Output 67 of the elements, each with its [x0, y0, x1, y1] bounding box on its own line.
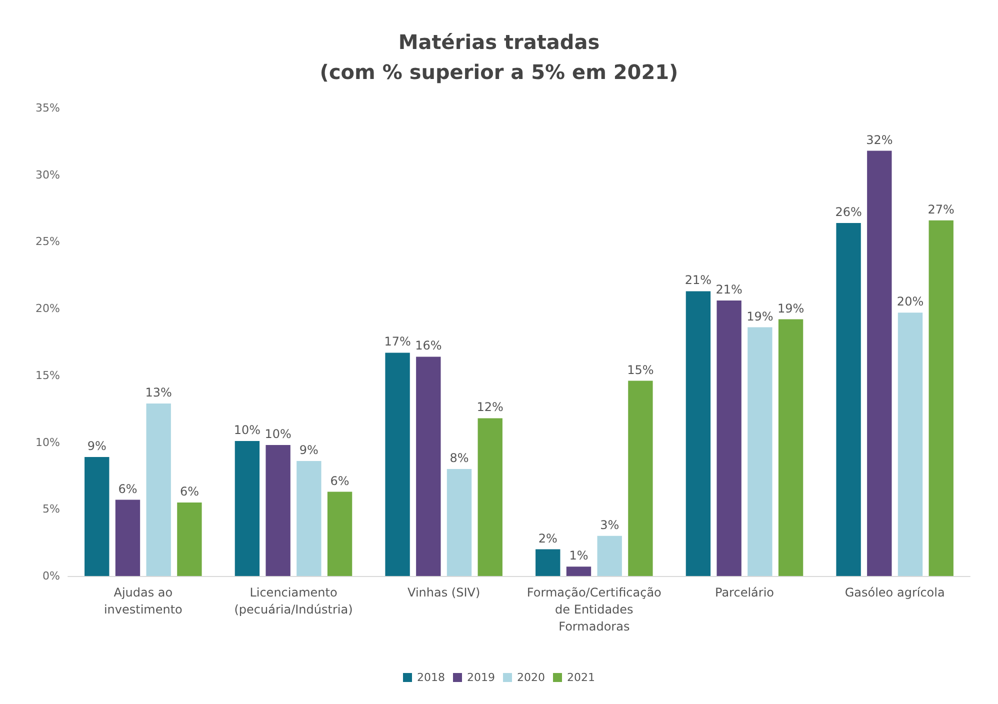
data-label: 26%	[835, 204, 862, 219]
y-tick-label: 5%	[42, 502, 60, 516]
legend-label: 2020	[517, 671, 545, 684]
bar	[628, 380, 653, 576]
data-label: 6%	[330, 474, 350, 488]
bar	[327, 492, 352, 576]
data-label: 1%	[569, 548, 588, 563]
bar	[296, 461, 322, 576]
data-label: 21%	[716, 282, 742, 297]
y-tick-label: 20%	[36, 302, 60, 316]
bar	[898, 312, 923, 576]
data-label: 3%	[600, 518, 620, 532]
data-label: 8%	[450, 451, 469, 466]
x-tick-label: Formação/Certificação de Entidades Formadoras	[526, 586, 662, 634]
data-label: 17%	[384, 334, 411, 349]
data-label: 12%	[476, 400, 504, 414]
data-label: 13%	[145, 386, 172, 400]
bar	[778, 319, 804, 576]
data-label: 15%	[627, 362, 654, 377]
y-tick-label: 0%	[42, 570, 60, 582]
chart-title: Matérias tratadas (com % superior a 5% em 2021)	[320, 30, 678, 84]
y-tick-label: 30%	[36, 168, 60, 182]
bar	[416, 356, 441, 576]
data-label: 9%	[299, 443, 318, 458]
data-label: 10%	[264, 426, 292, 441]
bar	[84, 456, 110, 576]
bar	[146, 404, 171, 576]
data-label: 19%	[777, 301, 804, 316]
legend-label: 2019	[467, 671, 496, 684]
bar	[115, 500, 140, 576]
bar	[928, 220, 954, 576]
x-tick-label: Gasóleo agrícola	[844, 586, 945, 600]
x-tick-label: Ajudas ao investimento	[104, 586, 182, 616]
bar	[748, 327, 772, 576]
data-label: 21%	[684, 273, 712, 288]
x-tick-label: Licenciamento (pecuária/Indústria)	[234, 586, 353, 616]
bar	[867, 150, 892, 576]
data-label: 27%	[928, 202, 954, 216]
legend-label: 2018	[417, 671, 446, 684]
data-label: 6%	[180, 484, 199, 498]
bar	[597, 536, 622, 576]
y-tick-label: 35%	[36, 102, 60, 114]
legend-label: 2021	[566, 671, 595, 684]
data-label: 19%	[746, 309, 774, 324]
bar	[266, 444, 290, 576]
bar	[686, 291, 711, 576]
data-label: 2%	[538, 531, 558, 546]
bar	[716, 300, 742, 576]
y-tick-label: 10%	[36, 436, 60, 449]
data-label: 10%	[234, 422, 261, 437]
bar	[177, 502, 202, 576]
bar	[385, 352, 410, 576]
x-tick-label: Vinhas (SIV)	[408, 586, 480, 600]
bar	[234, 440, 260, 576]
data-label: 32%	[866, 132, 893, 147]
data-label: 20%	[896, 294, 924, 309]
data-label: 9%	[87, 438, 106, 453]
bar	[536, 549, 560, 576]
y-tick-label: 25%	[36, 235, 60, 248]
bar	[446, 469, 472, 576]
bar	[566, 566, 592, 576]
y-tick-label: 15%	[36, 368, 60, 382]
bar	[836, 222, 861, 576]
x-tick-label: Parcelário	[715, 586, 774, 600]
data-label: 16%	[415, 338, 442, 353]
bar	[478, 418, 502, 576]
data-label: 6%	[118, 482, 138, 496]
